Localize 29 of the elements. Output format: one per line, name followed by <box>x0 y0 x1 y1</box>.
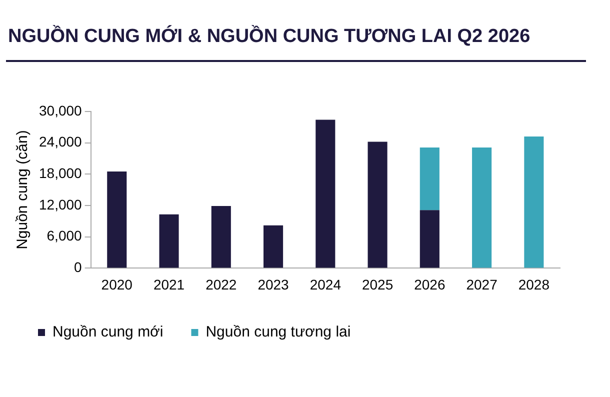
x-tick-label: 2028 <box>518 276 550 292</box>
bar <box>316 120 336 268</box>
x-tick-label: 2022 <box>206 276 237 292</box>
x-tick-label: 2024 <box>310 276 342 292</box>
chart-title: NGUỒN CUNG MỚI & NGUỒN CUNG TƯƠNG LAI Q2 2026 <box>8 26 530 48</box>
bar <box>159 214 179 268</box>
y-tick-label: 18,000 <box>38 164 82 181</box>
x-tick-label: 2021 <box>153 276 185 292</box>
bar <box>420 210 440 268</box>
legend-label: Nguồn cung mới <box>52 324 164 341</box>
bar <box>524 136 544 268</box>
legend-label: Nguồn cung tương lai <box>206 324 351 341</box>
y-tick-label: 30,000 <box>38 102 82 118</box>
y-tick-label: 6,000 <box>46 228 82 244</box>
x-tick-label: 2025 <box>362 276 394 292</box>
x-tick-label: 2023 <box>258 276 290 292</box>
x-tick-label: 2020 <box>101 276 133 292</box>
bar <box>107 172 127 268</box>
y-tick-label: 24,000 <box>38 134 82 150</box>
y-tick-label: 0 <box>74 259 82 276</box>
x-tick-label: 2027 <box>466 276 498 292</box>
x-tick-label: 2026 <box>414 276 446 292</box>
bar <box>211 206 231 268</box>
bar <box>420 147 440 210</box>
y-axis-title: Nguồn cung (căn) <box>14 130 32 250</box>
bar <box>368 142 388 268</box>
bar <box>264 225 284 268</box>
bar <box>472 147 492 268</box>
y-tick-label: 12,000 <box>38 196 82 212</box>
